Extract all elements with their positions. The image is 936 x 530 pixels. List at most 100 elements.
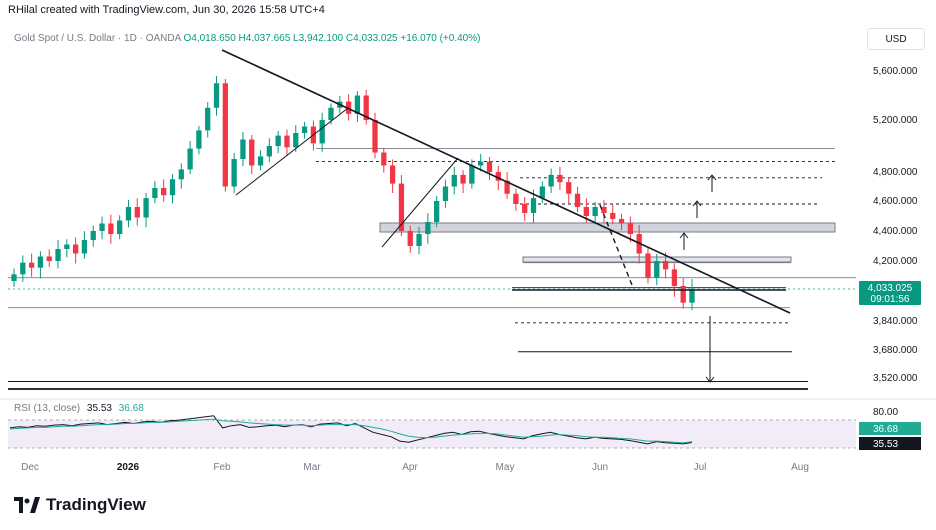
candle-body (618, 219, 625, 224)
candle-body (46, 256, 52, 261)
rsi-ma-tag (859, 422, 921, 435)
candle-body (522, 204, 528, 213)
candle-body (504, 180, 510, 194)
main-downtrend-line (221, 49, 791, 314)
rsi-legend: RSI (13, close) 35.53 36.68 (14, 403, 144, 414)
price-tick-label: 3,680.000 (873, 345, 918, 356)
ohlc-open: O4,018.650 (183, 33, 236, 44)
candle-body (249, 139, 255, 166)
candle-body (486, 161, 493, 172)
candle-body (231, 159, 237, 187)
rsi-legend-ma-value: 36.68 (118, 403, 144, 414)
candle-body (108, 223, 114, 234)
candle-body (222, 83, 228, 187)
rsi-tag (859, 437, 921, 450)
candles (11, 76, 695, 311)
candle-body (654, 261, 660, 278)
candle-body (566, 182, 572, 194)
ohlc-low: L3,942.100 (293, 33, 344, 44)
candle-body (293, 133, 299, 148)
candle-body (557, 174, 563, 183)
candle-body (11, 274, 17, 281)
candle-body (645, 253, 651, 278)
tradingview-logo-icon (14, 497, 40, 513)
candle-body (28, 262, 35, 268)
tradingview-logo[interactable]: TradingView (14, 495, 146, 515)
candle-body (434, 201, 440, 222)
candle-body (37, 256, 44, 268)
rsi-legend-value: 35.53 (86, 403, 112, 414)
price-axis: 5,600.000 5,200.000 4,800.000 4,600.000 4,40… (873, 66, 918, 384)
symbol-name: Gold Spot / U.S. Dollar · 1D · OANDA (14, 33, 181, 44)
candle-body (425, 222, 431, 234)
tradingview-brand: TradingView (46, 495, 146, 514)
candle-body (389, 165, 396, 184)
candle-body (125, 207, 132, 221)
price-tick-label: 4,600.000 (873, 196, 918, 207)
candle-body (451, 174, 457, 187)
ohlc-close: C4,033.025 (345, 33, 398, 44)
rsi-band (8, 420, 856, 448)
candle-body (442, 186, 449, 201)
candle-body (548, 174, 554, 187)
rsi-upper-label: 80.00 (873, 407, 898, 418)
candle-body (513, 193, 519, 204)
candle-body (407, 231, 413, 246)
price-chart[interactable]: 5,600.000 5,200.000 4,800.000 4,600.000 4,40… (0, 0, 936, 477)
candle-body (627, 223, 634, 234)
price-tick-label: 5,200.000 (873, 115, 918, 126)
price-tag-box (859, 281, 921, 305)
rsi-ma-tag-value: 36.68 (873, 424, 898, 435)
candle-body (178, 169, 184, 180)
currency-selector[interactable]: USD (867, 28, 925, 50)
ohlc-change: +16.070 (+0.40%) (400, 33, 481, 44)
candle-body (583, 207, 589, 216)
candle-body (601, 207, 607, 213)
candle-body (372, 120, 378, 153)
ohlc-high: H4,037.665 (238, 33, 291, 44)
horizontal-levels (8, 148, 856, 382)
candle-body (90, 231, 96, 240)
chart-credit: RHilal created with TradingView.com, Jun… (8, 4, 325, 16)
candle-body (161, 187, 167, 196)
price-tag-value: 4,033.025 (868, 283, 913, 294)
candle-body (240, 139, 246, 159)
candle-body (72, 244, 79, 254)
candle-body (530, 198, 537, 213)
down-arrow (705, 316, 715, 383)
symbol-legend: Gold Spot / U.S. Dollar · 1D · OANDA O4,… (14, 33, 480, 44)
candle-body (539, 186, 545, 199)
rsi-tag-value: 35.53 (873, 439, 898, 450)
candle-body (257, 156, 264, 166)
candle-body (266, 146, 272, 157)
time-tick-label: Apr (402, 462, 418, 473)
candle-body (354, 95, 361, 114)
price-tick-label: 3,840.000 (873, 316, 918, 327)
candle-body (460, 174, 466, 184)
time-tick-label: Dec (21, 462, 39, 473)
candle-body (381, 152, 387, 166)
candle-body (478, 161, 484, 166)
rsi-ma-line (9, 418, 693, 444)
candle-body (662, 261, 669, 270)
candle-body (680, 286, 686, 303)
candle-body (363, 95, 369, 120)
rsi-label: RSI (13, close) (14, 403, 81, 414)
candle-body (169, 179, 176, 196)
candle-body (689, 288, 695, 303)
candle-body (328, 107, 334, 120)
candle-body (143, 198, 149, 218)
candle-body (196, 130, 202, 149)
candle-body (301, 126, 308, 133)
time-tick-label: Jul (694, 462, 707, 473)
candle-body (152, 187, 158, 199)
candle-body (469, 165, 475, 184)
uptrend-channel-line-1 (235, 107, 349, 196)
candle-body (205, 107, 211, 131)
up-arrows (679, 174, 717, 250)
candle-body (574, 193, 581, 207)
footer: TradingView (0, 477, 936, 530)
price-tag-countdown: 09:01:56 (871, 294, 910, 305)
candle-body (20, 262, 26, 275)
uptrend-channel-line-2 (381, 157, 459, 248)
